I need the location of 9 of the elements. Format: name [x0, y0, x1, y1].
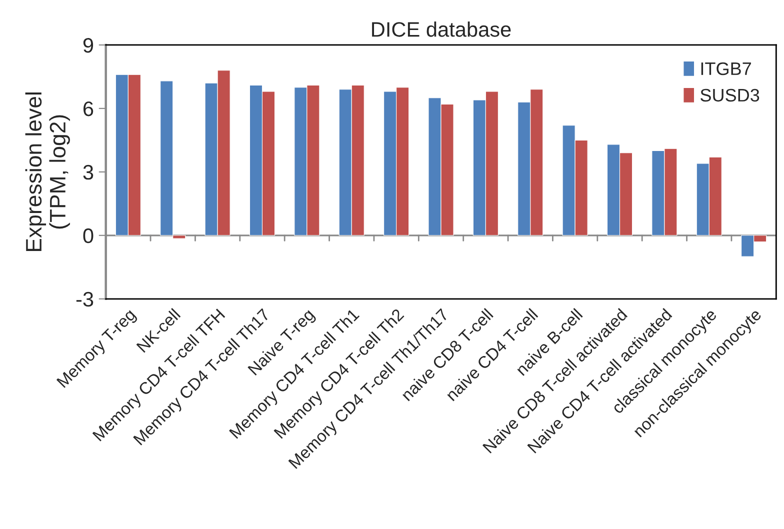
y-tick-label: 6 — [84, 101, 94, 116]
y-axis-title: Expression level (TPM, log2) — [25, 92, 70, 251]
y-tick-label: -3 — [76, 292, 94, 307]
y-tick-label: 0 — [83, 228, 94, 244]
legend-label: SUSD3 — [700, 88, 760, 102]
chart-title: DICE database — [372, 22, 511, 37]
y-tick-label: 9 — [83, 38, 94, 53]
legend-label: ITGB7 — [701, 62, 751, 76]
y-tick-label: 3 — [83, 164, 94, 180]
